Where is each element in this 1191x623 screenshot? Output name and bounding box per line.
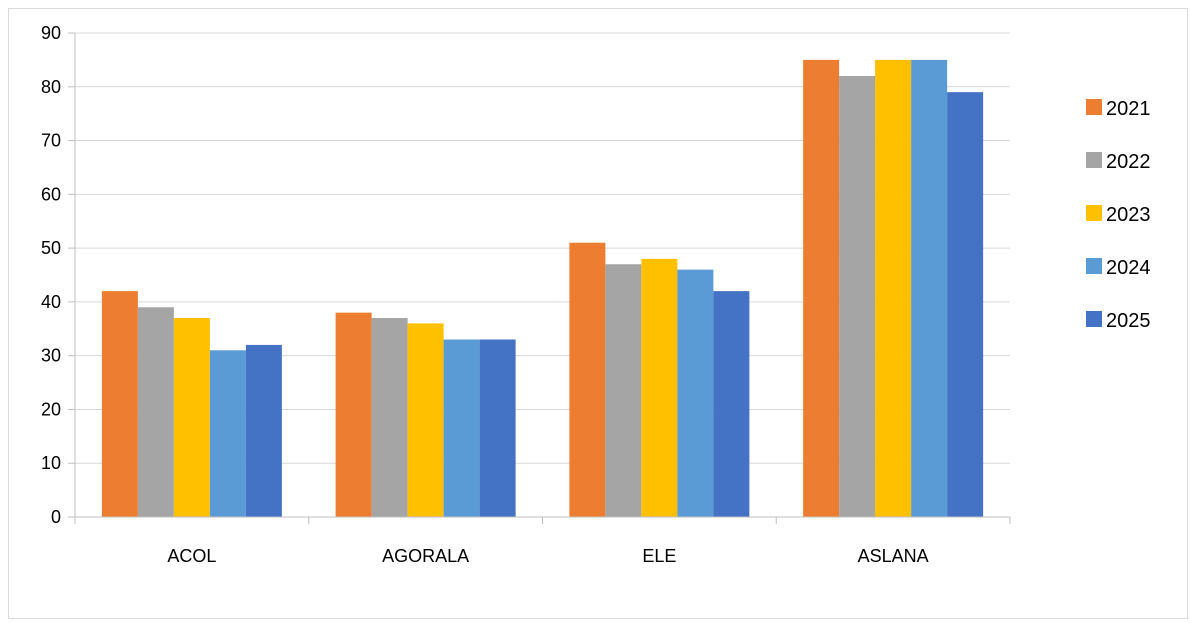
legend-item-2025: 2025 bbox=[1086, 310, 1151, 332]
bar-2022-ele bbox=[605, 264, 642, 517]
bar-2021-aslana bbox=[803, 59, 840, 518]
bar-2021-ele bbox=[569, 242, 606, 517]
y-tick-label: 30 bbox=[41, 346, 61, 366]
bar-2023-aslana bbox=[875, 59, 912, 518]
y-tick-label: 80 bbox=[41, 77, 61, 97]
legend-swatch bbox=[1086, 258, 1102, 274]
bar-2022-acol bbox=[137, 307, 174, 517]
y-tick-label: 10 bbox=[41, 453, 61, 473]
y-tick-label: 0 bbox=[51, 507, 61, 527]
x-axis-tick-labels: ACOL AGORALA ELE ASLANA bbox=[167, 546, 928, 566]
y-tick-label: 20 bbox=[41, 399, 61, 419]
x-tick-label: AGORALA bbox=[382, 546, 469, 566]
y-tick-label: 40 bbox=[41, 292, 61, 312]
legend-label: 2023 bbox=[1106, 204, 1151, 226]
bar-2024-acol bbox=[209, 350, 246, 517]
legend: 2021 2022 2023 2024 2025 bbox=[1086, 98, 1151, 332]
legend-label: 2022 bbox=[1106, 151, 1151, 173]
bar-2022-agorala bbox=[371, 318, 408, 517]
x-tick-label: ELE bbox=[642, 546, 676, 566]
legend-swatch bbox=[1086, 311, 1102, 327]
bar-2025-ele bbox=[713, 291, 750, 517]
legend-item-2024: 2024 bbox=[1086, 257, 1151, 279]
legend-label: 2025 bbox=[1106, 310, 1151, 332]
y-tick-label: 70 bbox=[41, 131, 61, 151]
y-tick-label: 50 bbox=[41, 238, 61, 258]
axes bbox=[68, 32, 1011, 524]
x-tick-label: ASLANA bbox=[858, 546, 929, 566]
bars bbox=[101, 59, 984, 518]
bar-2023-acol bbox=[173, 318, 210, 517]
bar-2025-agorala bbox=[479, 339, 516, 517]
bar-2021-agorala bbox=[335, 312, 372, 517]
bar-2025-acol bbox=[245, 344, 282, 517]
legend-swatch bbox=[1086, 205, 1102, 221]
y-tick-label: 60 bbox=[41, 184, 61, 204]
bar-2023-agorala bbox=[407, 323, 444, 517]
bar-2023-ele bbox=[641, 258, 678, 517]
bar-2024-aslana bbox=[911, 59, 948, 518]
bar-2021-acol bbox=[101, 291, 138, 517]
legend-swatch bbox=[1086, 152, 1102, 168]
bar-2025-aslana bbox=[947, 92, 984, 518]
x-tick-label: ACOL bbox=[167, 546, 216, 566]
legend-swatch bbox=[1086, 99, 1102, 115]
bar-2024-ele bbox=[677, 269, 714, 517]
bar-2022-aslana bbox=[839, 76, 876, 518]
legend-item-2023: 2023 bbox=[1086, 204, 1151, 226]
legend-label: 2024 bbox=[1106, 257, 1151, 279]
legend-item-2021: 2021 bbox=[1086, 98, 1151, 120]
y-tick-label: 90 bbox=[41, 23, 61, 43]
legend-item-2022: 2022 bbox=[1086, 151, 1151, 173]
y-axis-tick-labels: 0 10 20 30 40 50 60 70 80 90 bbox=[41, 23, 61, 527]
legend-label: 2021 bbox=[1106, 98, 1151, 120]
bar-2024-agorala bbox=[443, 339, 480, 517]
